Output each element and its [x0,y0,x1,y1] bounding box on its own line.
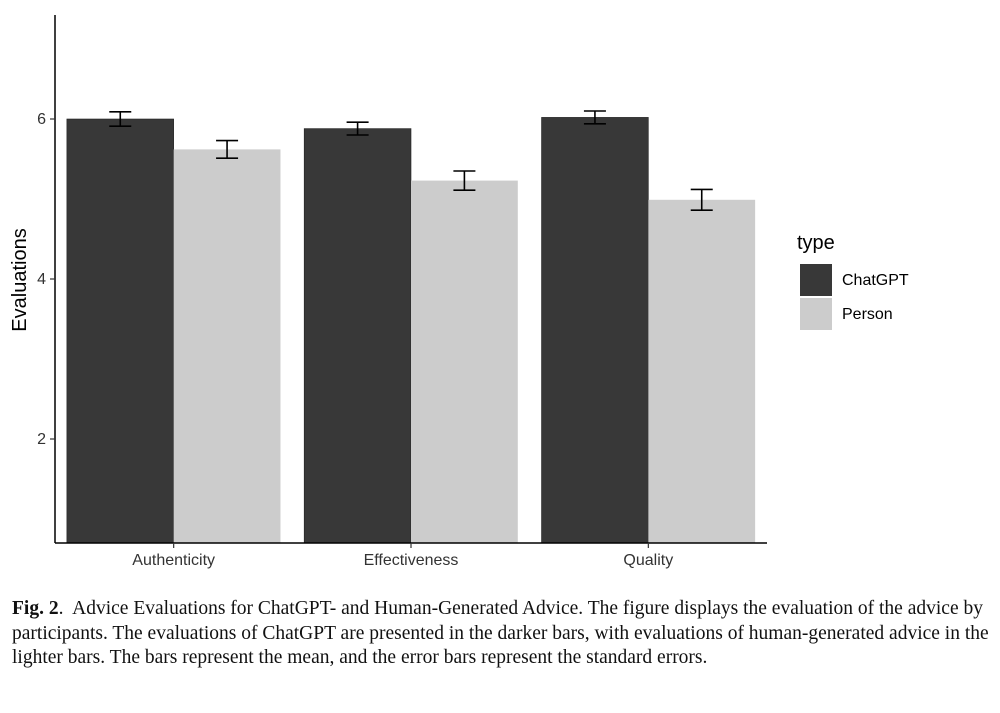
errorbar-person-effectiveness [453,170,476,191]
bars-layer [66,117,756,544]
legend-title: type [797,232,835,254]
bar-person-effectiveness [411,180,518,543]
bar-chart: 2 4 6 Authenticity Effectiveness Quality Eva… [9,15,909,569]
bar-person-authenticity [173,149,281,543]
x-tick-label-authenticity: Authenticity [132,552,215,569]
errorbar-person-quality [690,188,713,211]
bar-person-quality [648,199,756,544]
y-axis-ticks: 2 4 6 [37,111,55,448]
legend-items: ChatGPT Person [800,264,909,330]
errorbar-person-authenticity [216,139,239,159]
x-tick-label-effectiveness: Effectiveness [364,552,459,569]
figure-caption: Fig. 2. Advice Evaluations for ChatGPT- … [12,598,989,668]
errorbar-chatgpt-effectiveness [346,121,369,136]
legend-label-person: Person [842,306,893,323]
figure-label: Fig. 2 [12,598,59,619]
bar-chatgpt-effectiveness [303,128,412,544]
bar-chatgpt-quality [541,117,649,544]
errorbar-chatgpt-authenticity [109,111,132,127]
legend-swatch-person [800,298,832,330]
x-tick-label-quality: Quality [623,552,673,569]
y-axis-title: Evaluations [9,228,31,331]
legend: type ChatGPT Person [797,232,909,330]
caption-text: Advice Evaluations for ChatGPT- and Huma… [12,598,989,668]
legend-label-chatgpt: ChatGPT [842,272,909,289]
legend-swatch-chatgpt [800,264,832,296]
errorbar-chatgpt-quality [583,110,606,125]
error-bars-layer [109,110,713,211]
y-tick-label: 4 [37,271,46,288]
y-tick-label: 2 [37,431,46,448]
y-tick-label: 6 [37,111,46,128]
x-axis-ticks: Authenticity Effectiveness Quality [132,543,673,569]
bar-chatgpt-authenticity [66,118,174,544]
